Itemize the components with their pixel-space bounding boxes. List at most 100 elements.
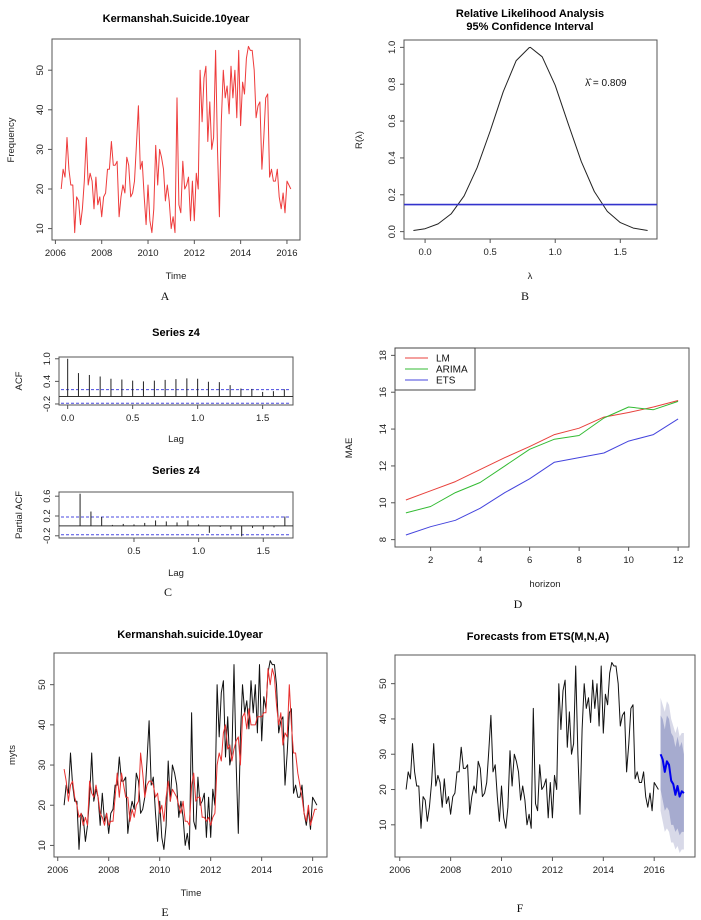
series-line-forecast xyxy=(659,753,685,798)
y-tick-label: 0.2 xyxy=(42,509,53,522)
legend-label: ETS xyxy=(436,376,456,387)
x-tick-label: 0.5 xyxy=(484,247,497,258)
y-tick-label: 18 xyxy=(378,350,389,361)
y-tick-label: 10 xyxy=(378,820,389,831)
x-axis-label: Time xyxy=(166,271,187,282)
y-tick-label: 30 xyxy=(35,144,46,155)
y-tick-label: 0.4 xyxy=(387,151,398,164)
x-tick-label: 2016 xyxy=(644,865,665,876)
series-line-fitted xyxy=(63,668,317,826)
x-tick-label: 2006 xyxy=(47,865,68,876)
panel-label: A xyxy=(161,289,170,303)
y-tick-label: 8 xyxy=(378,537,389,542)
x-tick-label: 0.5 xyxy=(126,413,139,424)
legend-label: ARIMA xyxy=(436,365,468,376)
y-tick-label: 50 xyxy=(378,678,389,689)
y-tick-label: 0.0 xyxy=(387,225,398,238)
y-tick-label: 14 xyxy=(378,424,389,435)
y-axis-label: Frequency xyxy=(6,117,17,162)
y-tick-label: 20 xyxy=(37,800,48,811)
x-axis-label: Lag xyxy=(168,434,184,445)
y-tick-label: 20 xyxy=(378,784,389,795)
y-tick-label: 20 xyxy=(35,184,46,195)
y-tick-label: 30 xyxy=(37,760,48,771)
x-tick-label: 10 xyxy=(623,555,634,566)
y-tick-label: 10 xyxy=(378,497,389,508)
series-line-ets xyxy=(405,418,679,536)
plot-frame xyxy=(403,39,658,240)
y-tick-label: 1.0 xyxy=(387,41,398,54)
x-tick-label: 2014 xyxy=(230,248,251,259)
x-tick-label: 1.0 xyxy=(191,413,204,424)
y-axis-label: R(λ) xyxy=(354,131,365,149)
panel-c-acf: Series z4 0.0 0.5 1.0 1.5 -0.2 0.4 1.0 Lag ACF xyxy=(14,327,294,445)
y-tick-label: 0.6 xyxy=(42,490,53,503)
x-tick-label: 2006 xyxy=(45,248,66,259)
y-tick-label: 30 xyxy=(378,749,389,760)
x-tick-label: 2016 xyxy=(302,865,323,876)
y-tick-label: 0.8 xyxy=(387,78,398,91)
plot-frame xyxy=(394,347,690,548)
x-tick-label: 2 xyxy=(428,555,433,566)
y-tick-label: 0.4 xyxy=(42,375,53,388)
x-tick-label: 6 xyxy=(527,555,532,566)
x-tick-label: 2008 xyxy=(91,248,112,259)
x-tick-label: 2014 xyxy=(593,865,614,876)
x-tick-label: 2010 xyxy=(137,248,158,259)
y-tick-label: 0.2 xyxy=(387,188,398,201)
y-tick-label: -0.2 xyxy=(42,396,53,412)
x-axis-label: λ xyxy=(528,271,533,282)
chart-subtitle: 95% Confidence Interval xyxy=(466,21,593,33)
y-tick-label: 40 xyxy=(378,714,389,725)
chart-title: Kermanshah.Suicide.10year xyxy=(103,13,250,25)
x-tick-label: 1.5 xyxy=(256,413,269,424)
y-tick-label: 10 xyxy=(37,840,48,851)
x-tick-label: 8 xyxy=(576,555,581,566)
y-axis-label: ACF xyxy=(14,371,25,390)
panel-label: B xyxy=(521,289,529,303)
panel-c-pacf: Series z4 0.5 1.0 1.5 -0.2 0.2 0.6 Lag Partial A… xyxy=(14,465,294,599)
series-line-lm xyxy=(405,400,679,501)
chart-title: Kermanshah.suicide.10year xyxy=(117,629,263,641)
y-tick-label: 0.6 xyxy=(387,114,398,127)
y-tick-label: 1.0 xyxy=(42,352,53,365)
x-tick-label: 2008 xyxy=(440,865,461,876)
y-tick-label: 12 xyxy=(378,461,389,472)
y-tick-label: 50 xyxy=(35,65,46,76)
panel-label: C xyxy=(164,585,172,599)
chart-title: Series z4 xyxy=(152,465,201,477)
x-tick-label: 1.0 xyxy=(549,247,562,258)
x-axis-label: Time xyxy=(181,888,202,899)
y-axis-label: Partial ACF xyxy=(14,491,25,539)
series-line-observed xyxy=(405,662,659,829)
panel-label: D xyxy=(514,597,523,611)
x-tick-label: 2006 xyxy=(389,865,410,876)
y-axis-label: myts xyxy=(7,745,18,765)
x-tick-label: 2012 xyxy=(542,865,563,876)
chart-title: Series z4 xyxy=(152,327,201,339)
y-tick-label: -0.2 xyxy=(42,528,53,544)
x-tick-label: 2016 xyxy=(276,248,297,259)
y-tick-label: 40 xyxy=(37,720,48,731)
plot-frame xyxy=(51,38,301,241)
legend-label: LM xyxy=(436,354,450,365)
x-tick-label: 4 xyxy=(477,555,482,566)
x-tick-label: 2014 xyxy=(251,865,272,876)
panel-label: F xyxy=(517,901,524,915)
x-tick-label: 2010 xyxy=(149,865,170,876)
panel-label: E xyxy=(161,905,168,919)
x-tick-label: 2008 xyxy=(98,865,119,876)
y-axis-label: MAE xyxy=(344,438,355,459)
x-tick-label: 1.0 xyxy=(192,546,205,557)
x-tick-label: 1.5 xyxy=(614,247,627,258)
y-tick-label: 16 xyxy=(378,387,389,398)
x-tick-label: 0.0 xyxy=(61,413,74,424)
x-axis-label: horizon xyxy=(529,579,560,590)
plot-frame xyxy=(53,652,328,858)
panel-a: Kermanshah.Suicide.10year 2006 2008 2010 201… xyxy=(6,13,301,303)
x-tick-label: 1.5 xyxy=(257,546,270,557)
